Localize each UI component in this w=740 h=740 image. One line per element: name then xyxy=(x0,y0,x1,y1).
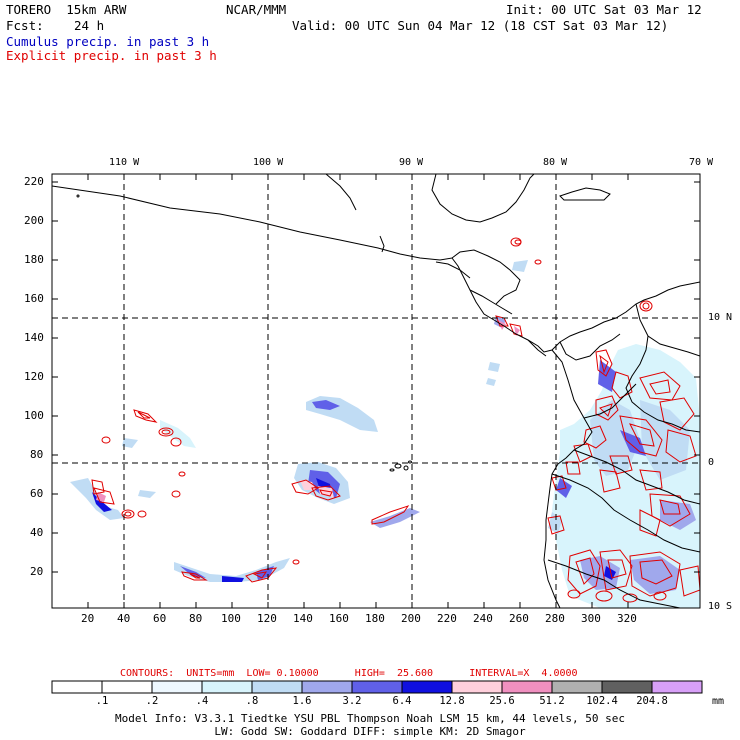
init-time: Init: 00 UTC Sat 03 Mar 12 xyxy=(506,2,702,17)
explicit-precip-legend: Explicit precip. in past 3 h xyxy=(6,48,217,63)
colorbar-swatch xyxy=(401,680,453,694)
axis-ticks xyxy=(52,174,700,608)
y-tick-label: 40 xyxy=(30,526,44,539)
model-info-line2: LW: Godd SW: Goddard DIFF: simple KM: 2D… xyxy=(214,725,526,738)
model-info-line1: Model Info: V3.3.1 Tiedtke YSU PBL Thomp… xyxy=(115,712,625,725)
x-tick-label: 80 xyxy=(189,612,203,625)
colorbar-swatch xyxy=(101,680,153,694)
colorbar-unit: mm xyxy=(712,696,725,707)
valid-time: Valid: 00 UTC Sun 04 Mar 12 (18 CST Sat … xyxy=(292,18,669,33)
x-tick-label: 260 xyxy=(509,612,529,625)
y-tick-label: 220 xyxy=(24,175,44,188)
colorbar-level-label: .1 xyxy=(95,695,109,707)
y-tick-label: 120 xyxy=(24,370,44,383)
lon-label: 110 W xyxy=(109,157,140,168)
colorbar-swatch xyxy=(301,680,353,694)
x-tick-label: 200 xyxy=(401,612,421,625)
colorbar-swatch xyxy=(351,680,403,694)
colorbar-swatch xyxy=(201,680,253,694)
lon-label: 100 W xyxy=(253,157,284,168)
lat-label: 0 xyxy=(708,457,715,468)
y-tick-label: 20 xyxy=(30,565,44,578)
x-tick-label: 100 xyxy=(221,612,241,625)
colorbar-swatch xyxy=(551,680,603,694)
y-tick-label: 200 xyxy=(24,214,44,227)
x-tick-label: 240 xyxy=(473,612,493,625)
x-tick-label: 20 xyxy=(81,612,95,625)
colorbar-level-label: 3.2 xyxy=(342,695,362,707)
x-tick-label: 40 xyxy=(117,612,131,625)
lat-lon-grid xyxy=(52,174,700,608)
x-tick-label: 280 xyxy=(545,612,565,625)
colorbar-level-label: 204.8 xyxy=(636,695,668,707)
colorbar-level-label: 51.2 xyxy=(539,695,565,707)
lat-label: 10 N xyxy=(708,312,733,323)
contour-info: CONTOURS: UNITS=mm LOW= 0.10000 HIGH= 25… xyxy=(120,668,578,679)
forecast-label: Fcst: xyxy=(6,18,44,33)
lon-label: 70 W xyxy=(689,157,714,168)
y-tick-label: 60 xyxy=(30,487,44,500)
x-tick-label: 180 xyxy=(365,612,385,625)
x-tick-label: 300 xyxy=(581,612,601,625)
colorbar-swatch xyxy=(51,680,103,694)
colorbar-level-label: .8 xyxy=(245,695,259,707)
colorbar-swatch xyxy=(451,680,503,694)
organization-label: NCAR/MMM xyxy=(226,2,287,17)
x-tick-label: 140 xyxy=(293,612,313,625)
x-tick-label: 320 xyxy=(617,612,637,625)
colorbar-level-label: 102.4 xyxy=(586,695,618,707)
y-tick-label: 80 xyxy=(30,448,44,461)
colorbar-level-label: 6.4 xyxy=(392,695,412,707)
lon-label: 90 W xyxy=(399,157,424,168)
y-tick-label: 100 xyxy=(24,409,44,422)
colorbar-level-label: 12.8 xyxy=(439,695,465,707)
cumulus-precip-shading xyxy=(70,260,700,608)
colorbar-level-label: 25.6 xyxy=(489,695,515,707)
x-tick-label: 220 xyxy=(437,612,457,625)
colorbar-swatch xyxy=(501,680,553,694)
forecast-hours: 24 h xyxy=(74,18,105,33)
y-tick-label: 140 xyxy=(24,331,44,344)
cumulus-precip-legend: Cumulus precip. in past 3 h xyxy=(6,34,210,49)
y-tick-label: 160 xyxy=(24,292,44,305)
colorbar-level-label: .2 xyxy=(145,695,159,707)
y-tick-label: 180 xyxy=(24,253,44,266)
coastlines xyxy=(52,174,700,608)
lon-label: 80 W xyxy=(543,157,568,168)
lat-label: 10 S xyxy=(708,601,733,612)
colorbar-level-label: .4 xyxy=(195,695,209,707)
colorbar-swatch xyxy=(601,680,653,694)
model-title: TORERO 15km ARW xyxy=(6,2,127,17)
colorbar-swatch xyxy=(251,680,303,694)
colorbar-swatch xyxy=(151,680,203,694)
x-tick-label: 60 xyxy=(153,612,167,625)
x-tick-label: 120 xyxy=(257,612,277,625)
colorbar-swatch xyxy=(651,680,703,694)
x-tick-label: 160 xyxy=(329,612,349,625)
colorbar-level-label: 1.6 xyxy=(292,695,312,707)
